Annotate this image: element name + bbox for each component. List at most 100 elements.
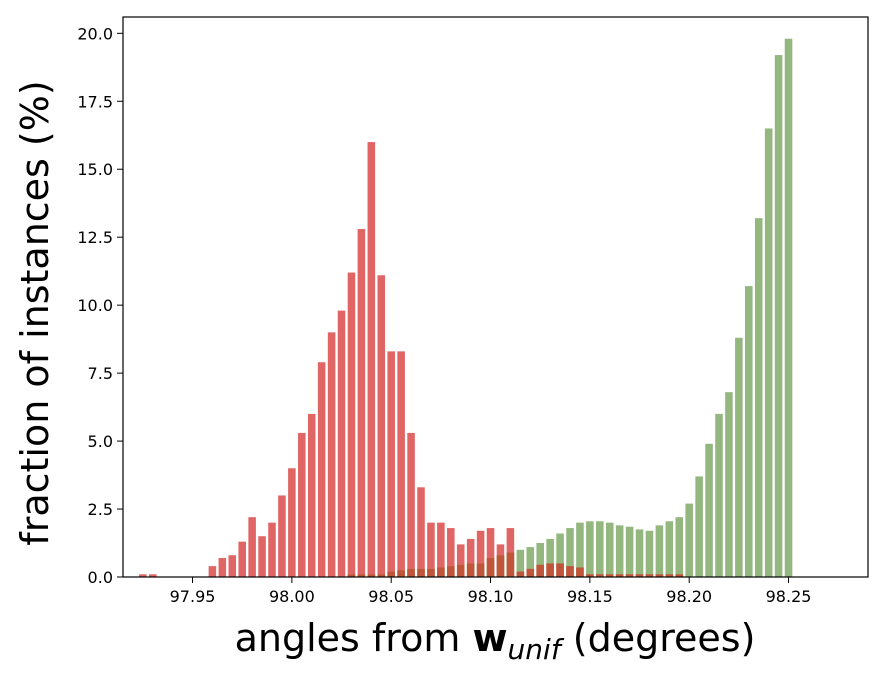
bar-overlap [377, 574, 386, 577]
bar-overlap [635, 574, 644, 577]
bar-green [735, 337, 743, 577]
bar-overlap [526, 568, 535, 577]
x-tick-label: 98.15 [567, 587, 613, 606]
bar-green [784, 38, 793, 578]
bar-overlap [536, 564, 544, 577]
bar-overlap [506, 552, 515, 577]
bar-overlap [625, 574, 634, 577]
y-tick-label: 0.0 [88, 568, 113, 587]
y-tick-label: 5.0 [88, 432, 113, 451]
bar-red [347, 272, 356, 577]
y-tick-label: 12.5 [77, 228, 113, 247]
bar-overlap [387, 571, 395, 577]
bar-overlap [645, 574, 654, 577]
bar-overlap [486, 557, 495, 577]
bar-overlap [596, 574, 604, 577]
bar-green [615, 525, 624, 577]
bar-overlap [447, 566, 455, 577]
x-tick-label: 98.20 [666, 587, 712, 606]
bar-overlap [576, 567, 584, 577]
bar-overlap [456, 564, 465, 577]
bar-red [466, 538, 475, 577]
bar-red [307, 413, 316, 577]
bar-green [745, 286, 753, 577]
y-tick-label: 17.5 [77, 92, 113, 111]
bar-green [695, 476, 703, 577]
x-tick-label: 98.10 [468, 587, 514, 606]
bar-green [725, 392, 733, 577]
bar-red [486, 528, 495, 577]
bar-red [288, 468, 296, 577]
bar-green [526, 547, 535, 577]
bar-red [258, 536, 266, 577]
y-tick-label: 20.0 [77, 24, 113, 43]
bar-green [715, 413, 723, 577]
bar-green [655, 525, 664, 577]
bar-green [774, 55, 783, 578]
y-tick-label: 15.0 [77, 160, 113, 179]
bar-overlap [605, 574, 614, 577]
bar-green [625, 526, 634, 577]
bar-red [476, 530, 485, 577]
series-overlap-bars [347, 552, 684, 577]
bar-red [427, 522, 435, 577]
bar-green [556, 533, 564, 577]
bar-green [536, 543, 544, 577]
bar-green [645, 530, 654, 577]
bar-overlap [347, 574, 356, 577]
bar-overlap [665, 574, 674, 577]
bar-overlap [566, 566, 574, 577]
bar-green [764, 128, 773, 578]
bar-green [576, 522, 584, 577]
bar-green [596, 521, 604, 577]
bar-red [456, 544, 465, 577]
bar-green [635, 529, 644, 577]
bar-red [387, 351, 395, 577]
x-tick-label: 98.05 [368, 587, 414, 606]
bar-red [317, 362, 326, 577]
bar-green [705, 443, 713, 577]
bar-overlap [476, 563, 485, 577]
y-axis-label: fraction of instances (%) [13, 80, 57, 545]
bar-overlap [427, 568, 435, 577]
x-axis-label-prefix: angles from [235, 616, 461, 660]
bar-overlap [655, 574, 664, 577]
bar-green [566, 528, 574, 577]
x-tick-label: 98.25 [766, 587, 812, 606]
y-axis-ticks: 0.0 2.5 5.0 7.5 10.0 12.5 15.0 17.5 20.0 [77, 24, 123, 587]
bar-red [208, 566, 217, 577]
bar-red [337, 310, 346, 577]
bar-red [357, 229, 366, 578]
bar-green [516, 549, 525, 577]
bar-green [754, 218, 763, 578]
plot-frame [122, 16, 869, 578]
bar-red [139, 574, 147, 577]
bar-green [665, 521, 674, 577]
bar-red [218, 557, 227, 577]
bar-red [417, 487, 425, 577]
bar-red [407, 432, 415, 577]
bar-red [248, 517, 256, 577]
bar-red [397, 351, 405, 577]
y-tick-label: 2.5 [88, 500, 113, 519]
bar-overlap [586, 574, 594, 577]
bar-overlap [417, 568, 425, 577]
x-axis-label-suffix: (degrees) [573, 616, 756, 660]
bar-green [605, 522, 614, 577]
bar-red [506, 528, 515, 577]
bar-overlap [615, 574, 624, 577]
x-axis-label-subscript: unif [508, 633, 565, 666]
bar-overlap [546, 563, 554, 577]
bar-overlap [556, 563, 564, 577]
bar-overlap [367, 574, 376, 577]
bar-red [377, 275, 386, 577]
bar-overlap [437, 567, 445, 577]
bar-red [437, 522, 445, 577]
x-axis-label-symbol: w [472, 616, 507, 660]
bar-overlap [496, 555, 505, 577]
bar-red [447, 528, 455, 577]
bar-overlap [397, 570, 405, 577]
bar-red [298, 432, 306, 577]
y-tick-label: 7.5 [88, 364, 113, 383]
